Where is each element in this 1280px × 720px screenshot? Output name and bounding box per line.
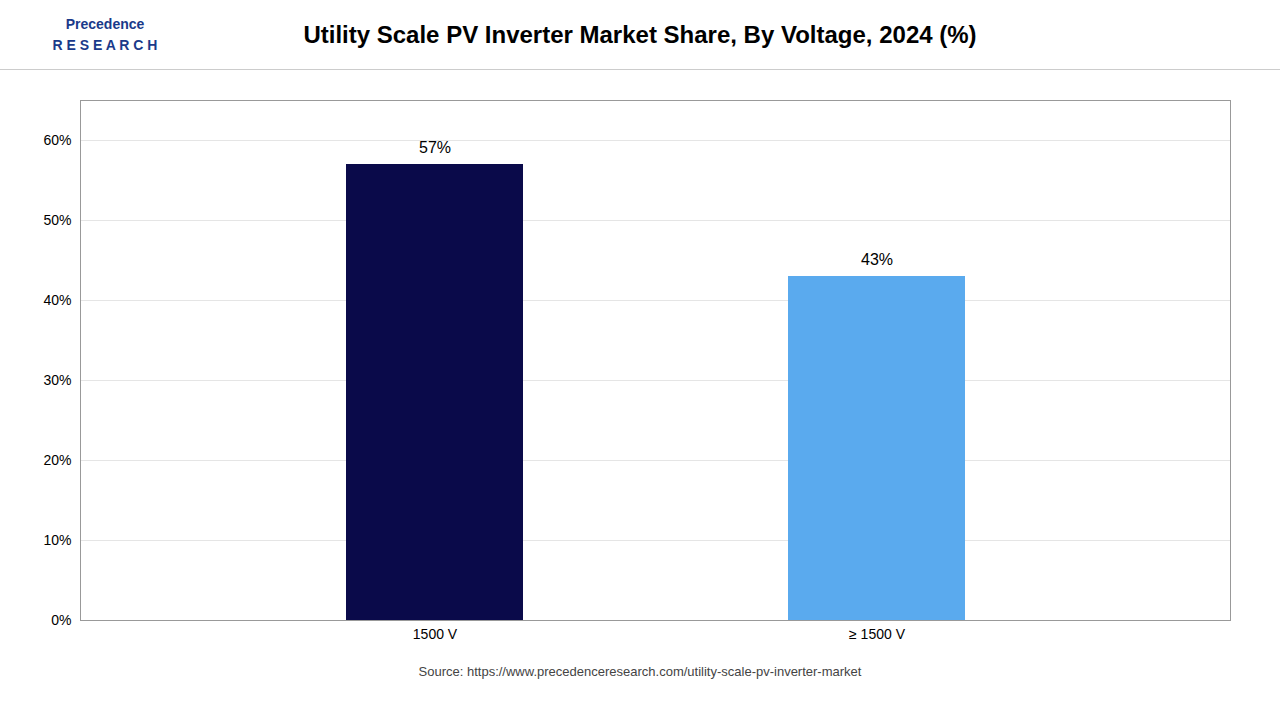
svg-text:20%: 20% xyxy=(43,452,71,468)
svg-text:40%: 40% xyxy=(43,292,71,308)
svg-text:30%: 30% xyxy=(43,372,71,388)
svg-text:60%: 60% xyxy=(43,132,71,148)
svg-text:50%: 50% xyxy=(43,212,71,228)
html-text:R E S E A R C H: R E S E A R C H xyxy=(52,36,158,53)
svg-text:0%: 0% xyxy=(51,612,71,628)
svg-text:57%: 57% xyxy=(419,139,451,156)
svg-text:43%: 43% xyxy=(861,251,893,268)
html-text:Precedence: Precedence xyxy=(65,15,145,32)
svg-text:≥ 1500 V: ≥ 1500 V xyxy=(849,626,906,642)
svg-text:1500 V: 1500 V xyxy=(413,626,458,642)
svg-text:10%: 10% xyxy=(43,532,71,548)
html-text:Source: https://www.precedence: Source: https://www.precedenceresearch.c… xyxy=(418,664,862,679)
html-text:Utility Scale PV Inverter Mark: Utility Scale PV Inverter Market Share, … xyxy=(303,20,977,48)
